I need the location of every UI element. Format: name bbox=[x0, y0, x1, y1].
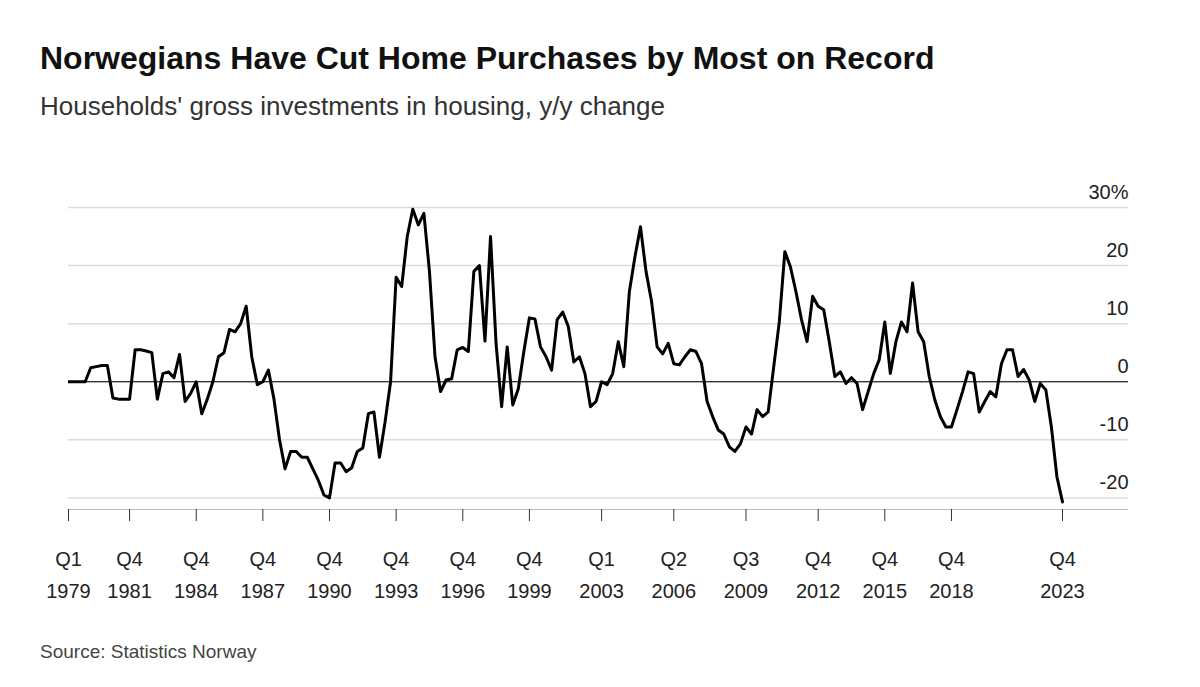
svg-text:Q41993: Q41993 bbox=[374, 548, 419, 602]
svg-text:Q42018: Q42018 bbox=[929, 548, 974, 602]
html-text:Source: Statistics Norway: Source: Statistics Norway bbox=[40, 641, 257, 662]
svg-text:30%: 30% bbox=[1088, 181, 1128, 203]
svg-text:10: 10 bbox=[1106, 297, 1128, 319]
svg-text:Q11979: Q11979 bbox=[46, 548, 91, 602]
svg-text:Q42015: Q42015 bbox=[863, 548, 908, 602]
svg-text:0: 0 bbox=[1117, 355, 1128, 377]
svg-text:Q41996: Q41996 bbox=[441, 548, 486, 602]
svg-text:Q41990: Q41990 bbox=[307, 548, 352, 602]
svg-text:Q41984: Q41984 bbox=[174, 548, 219, 602]
svg-text:-10: -10 bbox=[1100, 413, 1129, 435]
svg-text:Q41999: Q41999 bbox=[507, 548, 552, 602]
svg-text:Q42023: Q42023 bbox=[1040, 548, 1085, 602]
html-text:Norwegians Have Cut Home Purch: Norwegians Have Cut Home Purchases by Mo… bbox=[40, 40, 935, 76]
svg-text:Q12003: Q12003 bbox=[579, 548, 624, 602]
svg-text:Q22006: Q22006 bbox=[652, 548, 697, 602]
svg-text:-20: -20 bbox=[1100, 471, 1129, 493]
svg-text:Q42012: Q42012 bbox=[796, 548, 841, 602]
svg-text:Q32009: Q32009 bbox=[724, 548, 769, 602]
svg-text:Q41981: Q41981 bbox=[107, 548, 152, 602]
svg-text:Q41987: Q41987 bbox=[241, 548, 286, 602]
html-text:Households' gross investments: Households' gross investments in housing… bbox=[40, 91, 665, 121]
svg-text:20: 20 bbox=[1106, 239, 1128, 261]
